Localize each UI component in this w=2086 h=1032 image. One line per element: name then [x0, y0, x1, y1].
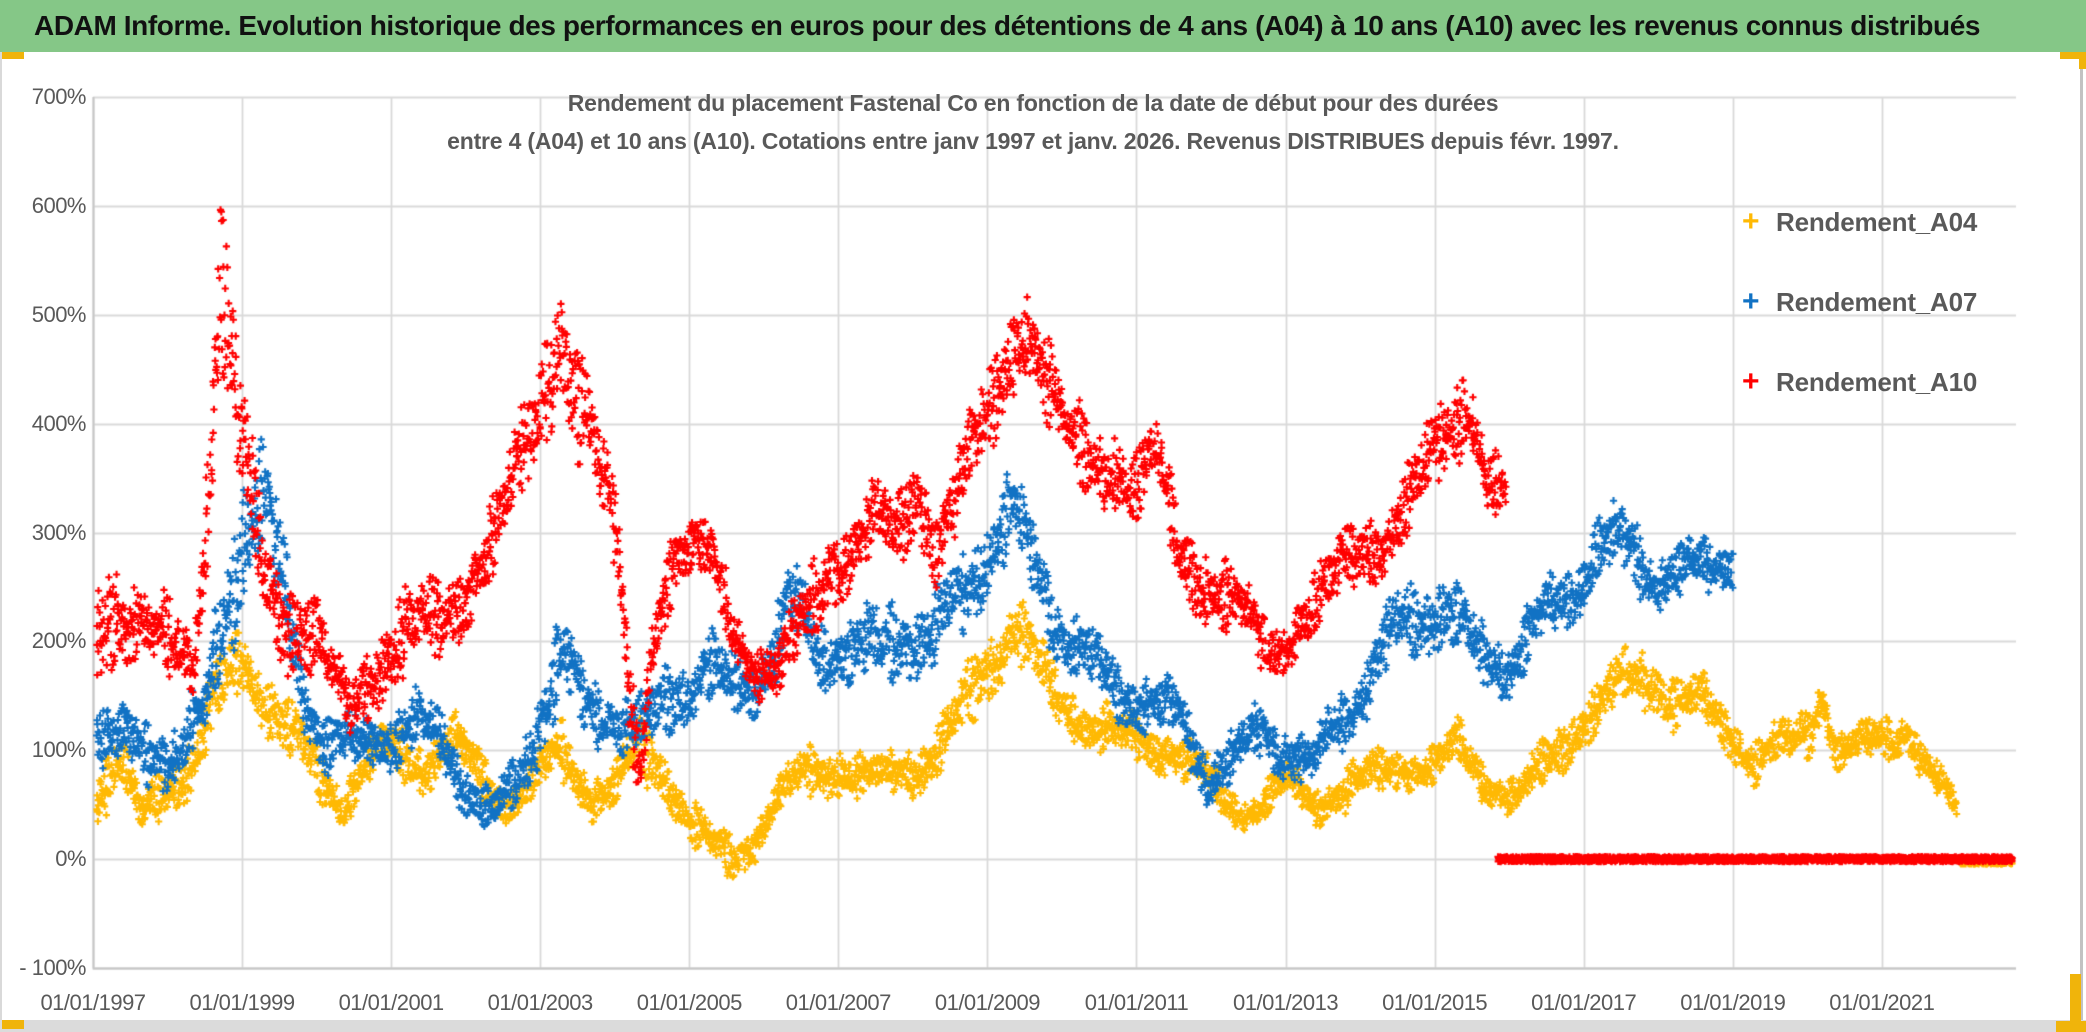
y-axis-tick-label: 700%: [31, 84, 87, 109]
gold-accent-bottom-left: [2, 1020, 24, 1029]
gold-accent-bottom-right-h: [2056, 1021, 2086, 1032]
chart-legend: + Rendement_A04 + Rendement_A07 + Rendem…: [1742, 203, 1977, 443]
chart-title-line1: Rendement du placement Fastenal Co en fo…: [567, 90, 1499, 116]
legend-label: Rendement_A10: [1776, 366, 1978, 397]
x-axis-tick-label: 01/01/2003: [487, 990, 594, 1015]
y-axis-tick-label: 300%: [31, 519, 87, 545]
gold-accent-top-right-v: [2079, 52, 2086, 69]
y-axis-tick-label: - 100%: [19, 955, 86, 980]
x-axis-tick-label: 01/01/2007: [785, 990, 892, 1015]
y-axis-tick-label: 400%: [31, 410, 87, 436]
x-axis-tick-label: 01/01/2017: [1531, 990, 1637, 1015]
y-axis-tick-label: 600%: [31, 192, 87, 218]
x-axis-tick-label: 01/01/2001: [338, 990, 445, 1015]
legend-label: Rendement_A07: [1776, 286, 1978, 317]
bottom-page-border: [0, 1020, 2086, 1032]
left-page-border: [0, 0, 2, 1032]
legend-item-a07: + Rendement_A07: [1742, 283, 1977, 321]
x-axis-tick-label: 01/01/2021: [1829, 990, 1935, 1015]
page-title: ADAM Informe. Evolution historique des p…: [34, 10, 1981, 41]
legend-item-a10: + Rendement_A10: [1742, 363, 1977, 401]
chart-title-line2: entre 4 (A04) et 10 ans (A10). Cotations…: [447, 128, 1619, 154]
x-axis-tick-label: 01/01/2011: [1084, 990, 1189, 1015]
x-axis-tick-label: 01/01/2019: [1680, 990, 1786, 1015]
legend-item-a04: + Rendement_A04: [1742, 203, 1977, 241]
x-axis-tick-label: 01/01/1997: [40, 990, 146, 1015]
right-page-border: [2080, 56, 2083, 1020]
y-axis-tick-label: 200%: [31, 628, 87, 654]
plus-marker-icon: +: [1742, 365, 1760, 398]
gold-accent-top-left: [2, 52, 24, 59]
x-axis-tick-label: 01/01/1999: [189, 990, 296, 1015]
plus-marker-icon: +: [1742, 205, 1760, 238]
x-axis-tick-label: 01/01/2005: [636, 990, 743, 1015]
y-axis-tick-label: 100%: [31, 737, 87, 763]
gold-accent-bottom-right-v: [2070, 974, 2081, 1032]
y-axis-tick-label: 0%: [55, 846, 86, 872]
y-axis-tick-label: 500%: [31, 301, 87, 327]
gold-accent-top-right-h: [2060, 52, 2086, 59]
x-axis-tick-label: 01/01/2013: [1232, 990, 1339, 1015]
chart-title: Rendement du placement Fastenal Co en fo…: [93, 84, 1973, 160]
plus-marker-icon: +: [1742, 285, 1760, 318]
x-axis-tick-label: 01/01/2009: [934, 990, 1041, 1015]
x-axis-tick-label: 01/01/2015: [1382, 990, 1488, 1015]
legend-label: Rendement_A04: [1776, 206, 1978, 237]
title-bar: ADAM Informe. Evolution historique des p…: [0, 0, 2086, 52]
